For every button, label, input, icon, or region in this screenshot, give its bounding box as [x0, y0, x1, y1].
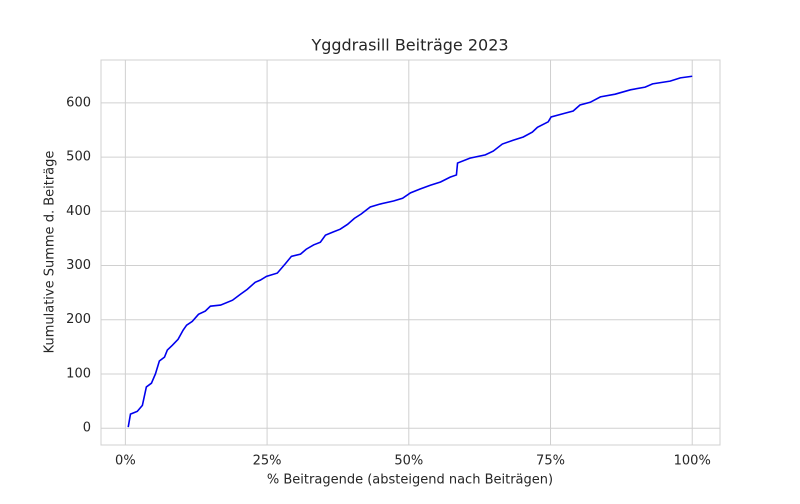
- x-tick-label: 100%: [674, 454, 711, 469]
- x-tick-label: 75%: [536, 454, 565, 469]
- y-tick-label: 300: [66, 258, 91, 273]
- y-tick-label: 200: [66, 312, 91, 327]
- x-tick-label: 0%: [115, 454, 136, 469]
- x-tick-label: 50%: [394, 454, 423, 469]
- y-tick-label: 400: [66, 204, 91, 219]
- x-axis-label: % Beitragende (absteigend nach Beiträgen…: [267, 473, 553, 488]
- y-tick-label: 600: [66, 95, 91, 110]
- y-tick-label: 100: [66, 366, 91, 381]
- data-line: [127, 75, 693, 428]
- x-tick-label: 25%: [253, 454, 282, 469]
- plot-frame: [100, 59, 721, 446]
- chart-title: Yggdrasill Beiträge 2023: [310, 36, 508, 55]
- y-tick-label: 0: [83, 421, 91, 436]
- y-axis-label: Kumulative Summe d. Beiträge: [43, 151, 58, 354]
- y-tick-label: 500: [66, 150, 91, 165]
